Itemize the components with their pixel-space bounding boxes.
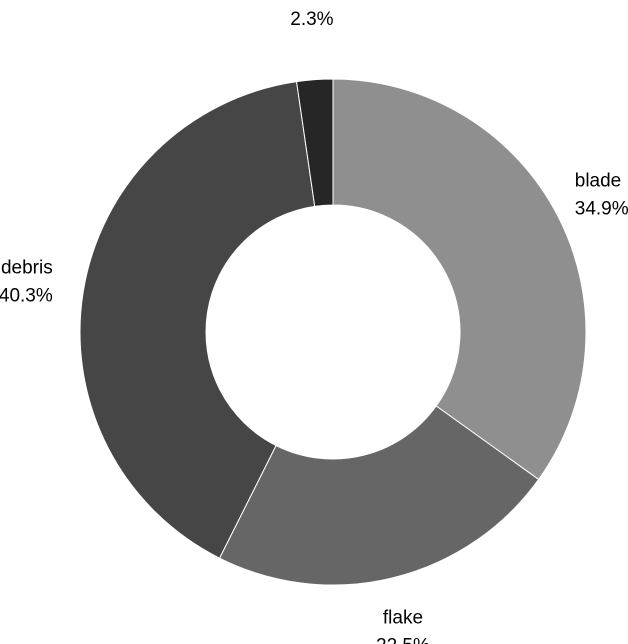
slice-blade	[332, 78, 587, 481]
slice-debris	[79, 81, 316, 559]
slice-flake	[218, 405, 540, 586]
label-debris: debris	[1, 257, 53, 278]
value-label-blade: 34.9%	[575, 199, 628, 220]
value-label-flake: 22.5%	[376, 635, 430, 644]
label-flake: flake	[383, 607, 423, 628]
value-label-blade-core: 2.3%	[290, 9, 333, 30]
slice-blade-core	[295, 78, 334, 207]
label-blade-core: blade core	[268, 0, 357, 2]
value-label-debris: 40.3%	[0, 285, 53, 306]
label-blade: blade	[575, 171, 622, 192]
